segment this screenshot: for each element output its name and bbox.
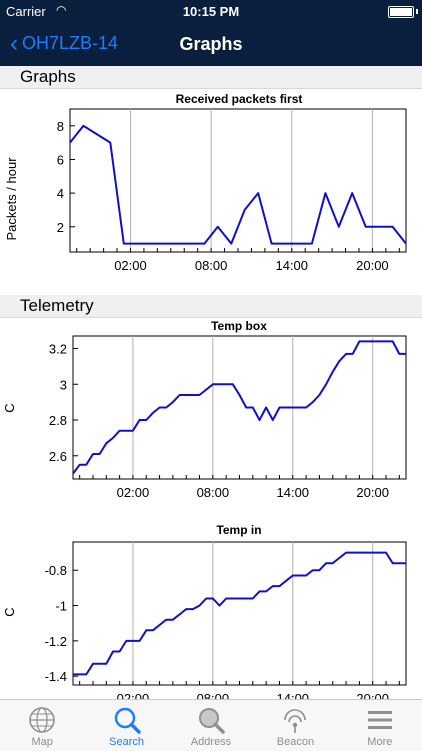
menu-icon: [367, 711, 392, 729]
plot-frame: [69, 108, 407, 253]
chart-title: Received packets first: [176, 92, 303, 106]
y-tick-label: -0.8: [45, 563, 67, 578]
tab-beacon[interactable]: Beacon: [253, 700, 337, 751]
y-tick-label: -1.4: [45, 669, 67, 684]
y-axis-label: C: [2, 403, 17, 412]
x-tick-label: 14:00: [277, 691, 310, 700]
section-header-telemetry: Telemetry: [0, 295, 422, 318]
x-tick-label: 20:00: [356, 691, 389, 700]
navigation-bar: ‹ OH7LZB-14 Graphs: [0, 22, 422, 66]
tab-bar: Map Search Address Beacon More: [0, 699, 422, 751]
temp-box-chart: Temp box C 02:00 08:00 14:00 20:00 2.6 2.8 3 3.…: [2, 319, 407, 500]
battery-tip-icon: [416, 9, 418, 14]
y-axis-label: C: [2, 607, 17, 616]
y-tick-label: 2: [57, 220, 64, 235]
plot-frame: [72, 541, 407, 686]
y-tick-label: -1.2: [45, 634, 67, 649]
plot-frame: [72, 335, 407, 480]
x-tick-label: 02:00: [117, 485, 150, 500]
page-title: Graphs: [179, 34, 243, 54]
y-tick-label: 2.8: [49, 413, 67, 428]
carrier-label: Carrier: [6, 4, 46, 19]
section-title: Telemetry: [20, 296, 94, 315]
address-magnifier-icon: [199, 708, 225, 734]
x-tick-label: 02:00: [114, 258, 147, 273]
x-tick-label: 08:00: [197, 485, 230, 500]
received-packets-chart: Received packets first Packets / hour 02…: [4, 92, 407, 273]
chart-title: Temp box: [211, 319, 267, 333]
back-label: OH7LZB-14: [22, 33, 119, 53]
x-tick-label: 20:00: [356, 485, 389, 500]
y-tick-label: -1: [55, 599, 67, 614]
y-tick-label: 8: [57, 119, 64, 134]
tab-search[interactable]: Search: [84, 700, 168, 751]
tab-label: Address: [190, 736, 232, 748]
tab-label: Map: [31, 736, 53, 748]
series-line: [73, 340, 406, 475]
chevron-left-icon: ‹: [10, 29, 18, 57]
x-tick-label: 02:00: [117, 691, 150, 700]
magnifier-icon: [114, 707, 141, 734]
y-tick-label: 2.6: [49, 449, 67, 464]
tab-label: Search: [109, 736, 145, 748]
tab-label: More: [367, 736, 393, 748]
y-tick-label: 3.2: [49, 342, 67, 357]
x-tick-label: 08:00: [197, 691, 230, 700]
tab-more[interactable]: More: [338, 700, 422, 751]
back-button[interactable]: ‹ OH7LZB-14: [10, 29, 119, 57]
wifi-icon: ◠: [56, 3, 67, 17]
globe-icon: [29, 707, 55, 733]
status-bar: Carrier ◠ 10:15 PM: [0, 0, 422, 22]
battery-icon: [388, 6, 414, 18]
tab-label: Beacon: [276, 736, 315, 748]
y-axis-label: Packets / hour: [4, 157, 19, 241]
series-line: [73, 551, 406, 676]
x-tick-label: 14:00: [277, 485, 310, 500]
y-tick-label: 4: [57, 186, 64, 201]
temp-in-chart: Temp in C 02:00 08:00 14:00 20:00 -0.8 -1 -1.2…: [2, 523, 407, 700]
y-tick-label: 6: [57, 152, 64, 167]
clock: 10:15 PM: [182, 4, 240, 19]
tab-address[interactable]: Address: [169, 700, 253, 751]
chart-title: Temp in: [216, 523, 261, 537]
tab-map[interactable]: Map: [0, 700, 84, 751]
x-tick-label: 08:00: [195, 258, 228, 273]
y-tick-label: 3: [60, 377, 67, 392]
section-header-graphs: Graphs: [0, 66, 422, 89]
section-title: Graphs: [20, 67, 76, 86]
series-line: [70, 124, 406, 245]
x-tick-label: 20:00: [356, 258, 389, 273]
x-tick-label: 14:00: [275, 258, 308, 273]
beacon-icon: [284, 709, 307, 733]
